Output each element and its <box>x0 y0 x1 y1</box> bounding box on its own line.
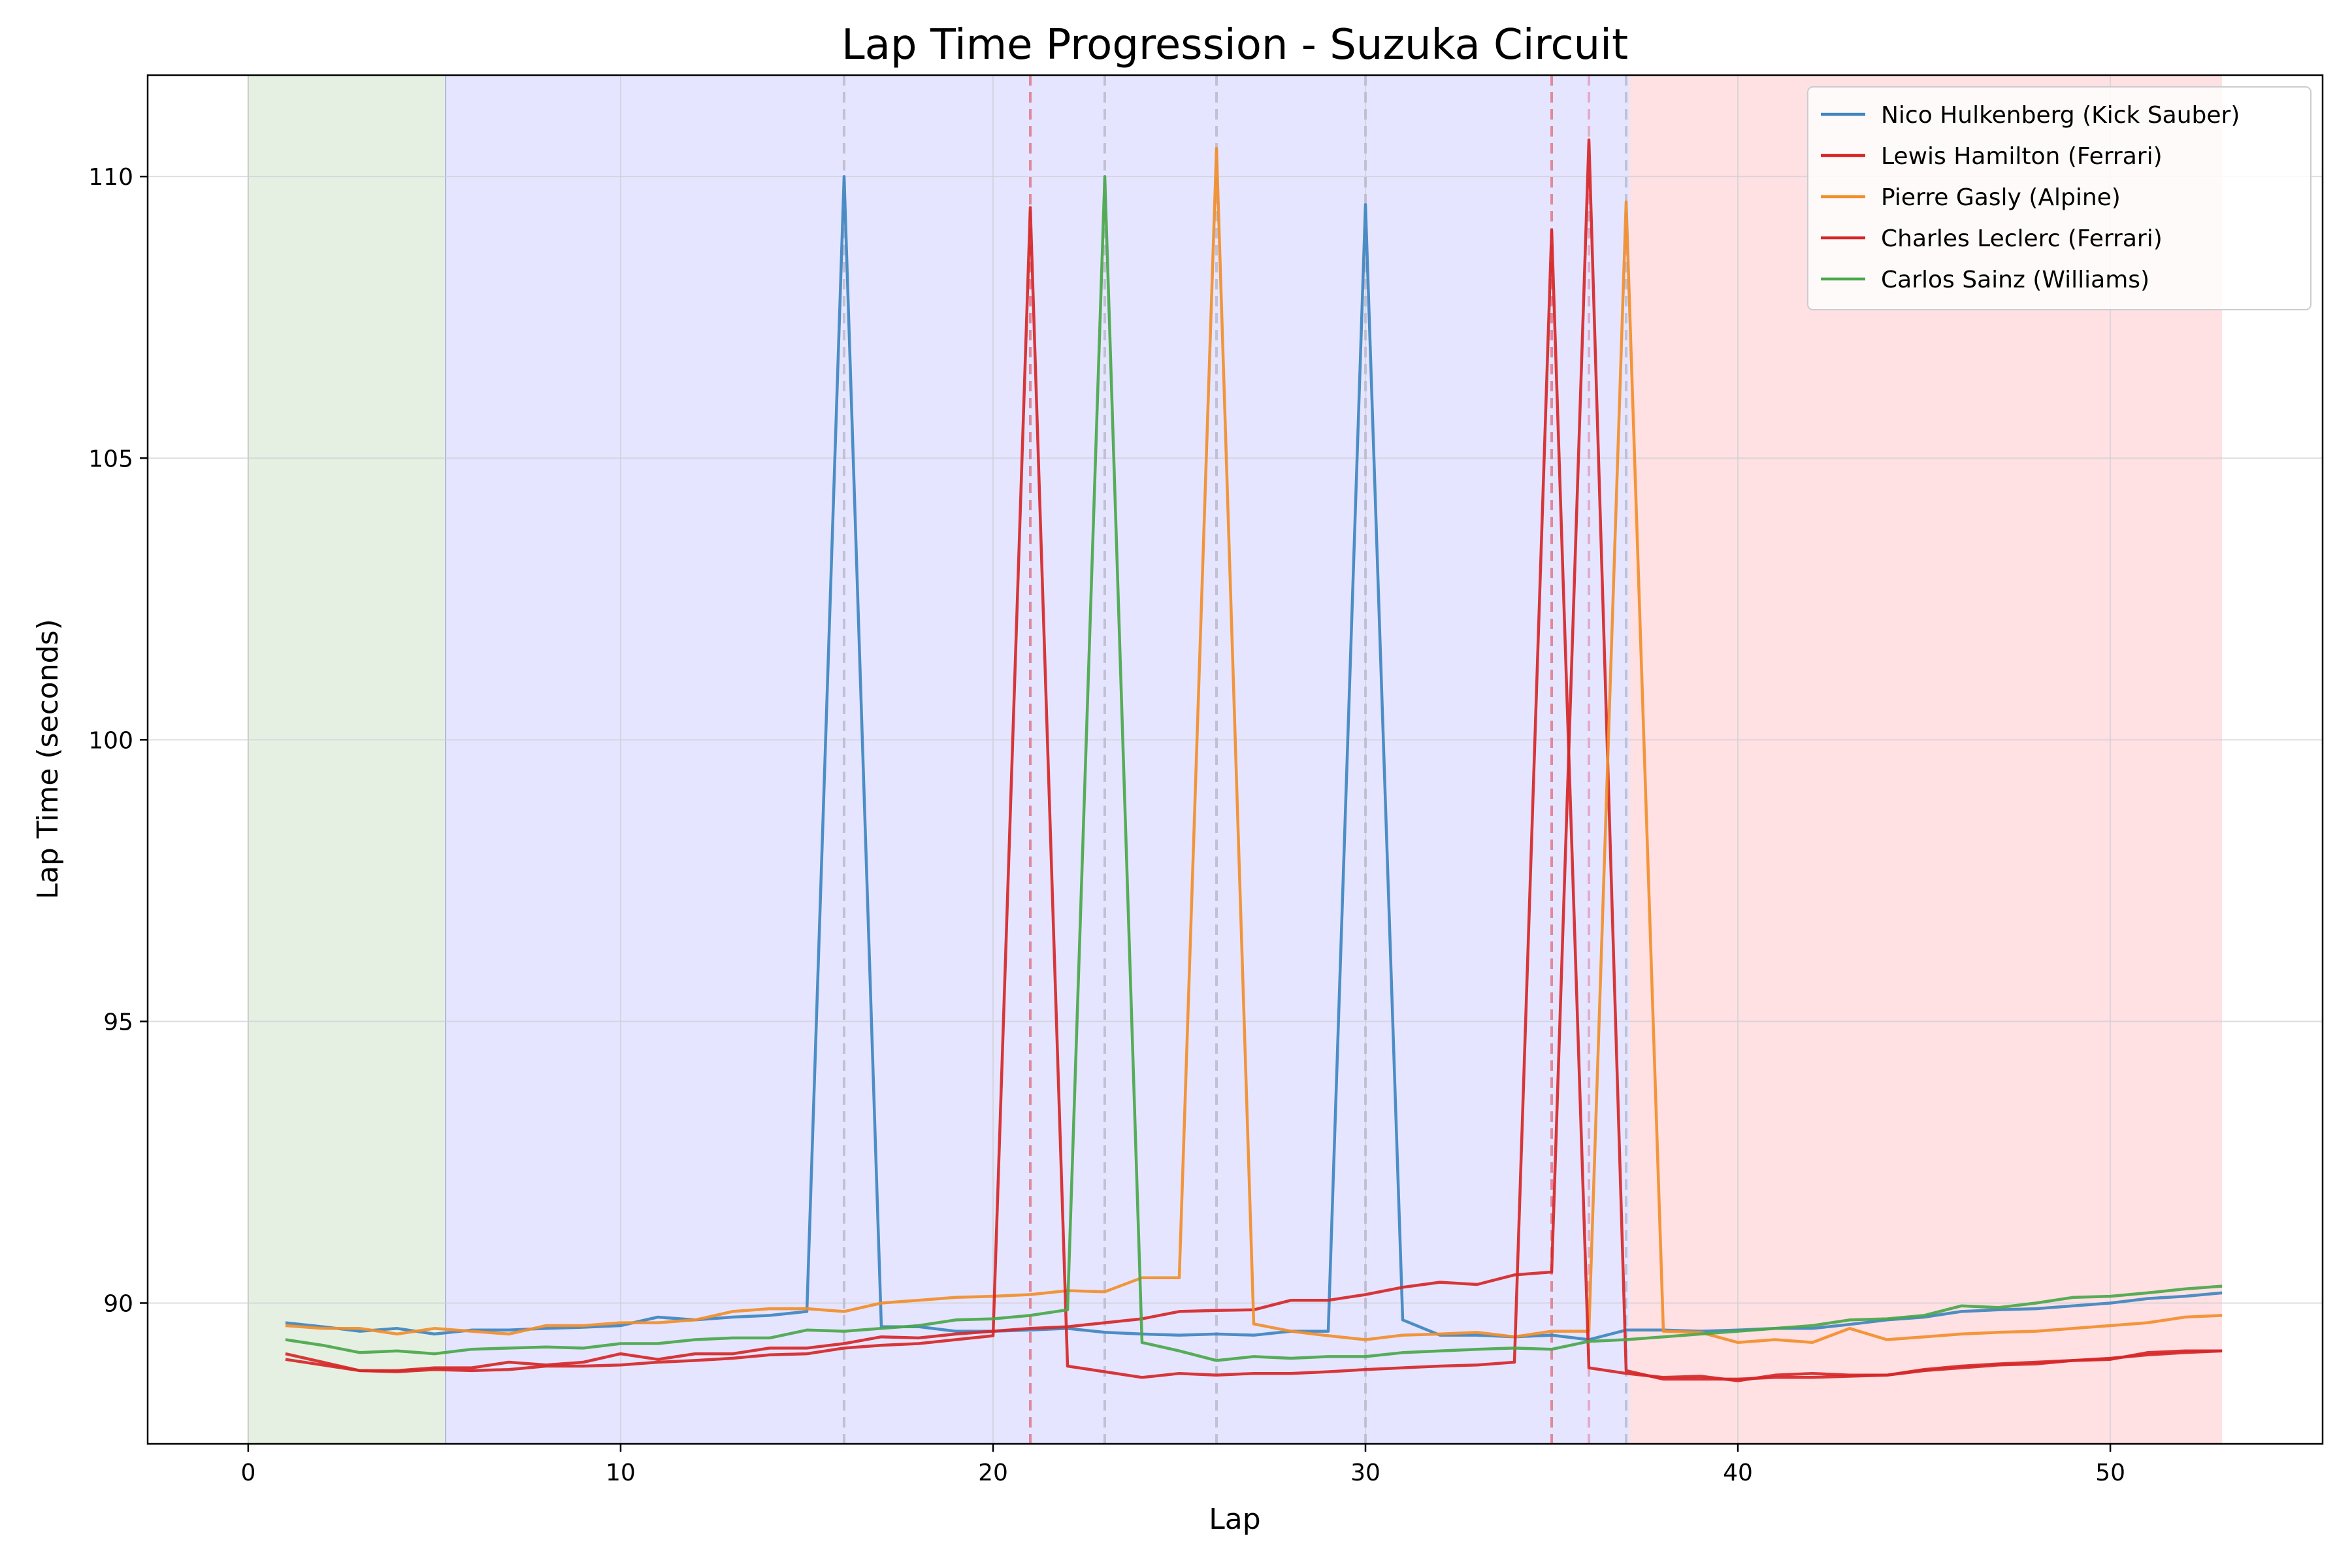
y-axis-label: Lap Time (seconds) <box>31 619 65 899</box>
x-axis-label: Lap <box>1209 1503 1260 1536</box>
legend: Nico Hulkenberg (Kick Sauber) Lewis Hamil… <box>1807 86 2311 310</box>
chart-title: Lap Time Progression - Suzuka Circuit <box>841 21 1628 69</box>
series-line-5 <box>285 174 2223 1362</box>
legend-entry: Carlos Sainz (Williams) <box>1881 267 2149 293</box>
phase-band-2 <box>446 75 1630 1444</box>
x-tick-label: 40 <box>1723 1460 1753 1486</box>
legend-entry: Charles Leclerc (Ferrari) <box>1881 225 2163 252</box>
legend-entry: Nico Hulkenberg (Kick Sauber) <box>1881 102 2240 129</box>
phase-band-1 <box>248 75 446 1444</box>
series-line-3 <box>285 146 2223 1345</box>
x-tick-label: 50 <box>2095 1460 2125 1486</box>
y-tick-label: 95 <box>103 1009 133 1036</box>
x-axis-ticks: 0 10 20 30 40 50 <box>240 1444 2125 1486</box>
legend-entry: Pierre Gasly (Alpine) <box>1881 184 2121 211</box>
legend-box <box>1807 86 2311 310</box>
x-tick-label: 10 <box>606 1460 636 1486</box>
plot-frame <box>146 74 2324 1445</box>
x-tick-label: 30 <box>1350 1460 1380 1486</box>
y-axis-ticks: 90 95 100 105 110 <box>88 164 148 1317</box>
series-line-4 <box>285 206 2223 1382</box>
legend-entry: Lewis Hamilton (Ferrari) <box>1881 143 2163 170</box>
y-tick-label: 110 <box>88 164 133 191</box>
series-lines <box>285 138 2223 1382</box>
y-tick-label: 100 <box>88 727 133 754</box>
y-tick-label: 105 <box>88 446 133 472</box>
x-tick-label: 0 <box>240 1460 255 1486</box>
x-tick-label: 20 <box>978 1460 1008 1486</box>
pit-markers <box>842 75 1628 1444</box>
y-tick-label: 90 <box>103 1290 133 1317</box>
